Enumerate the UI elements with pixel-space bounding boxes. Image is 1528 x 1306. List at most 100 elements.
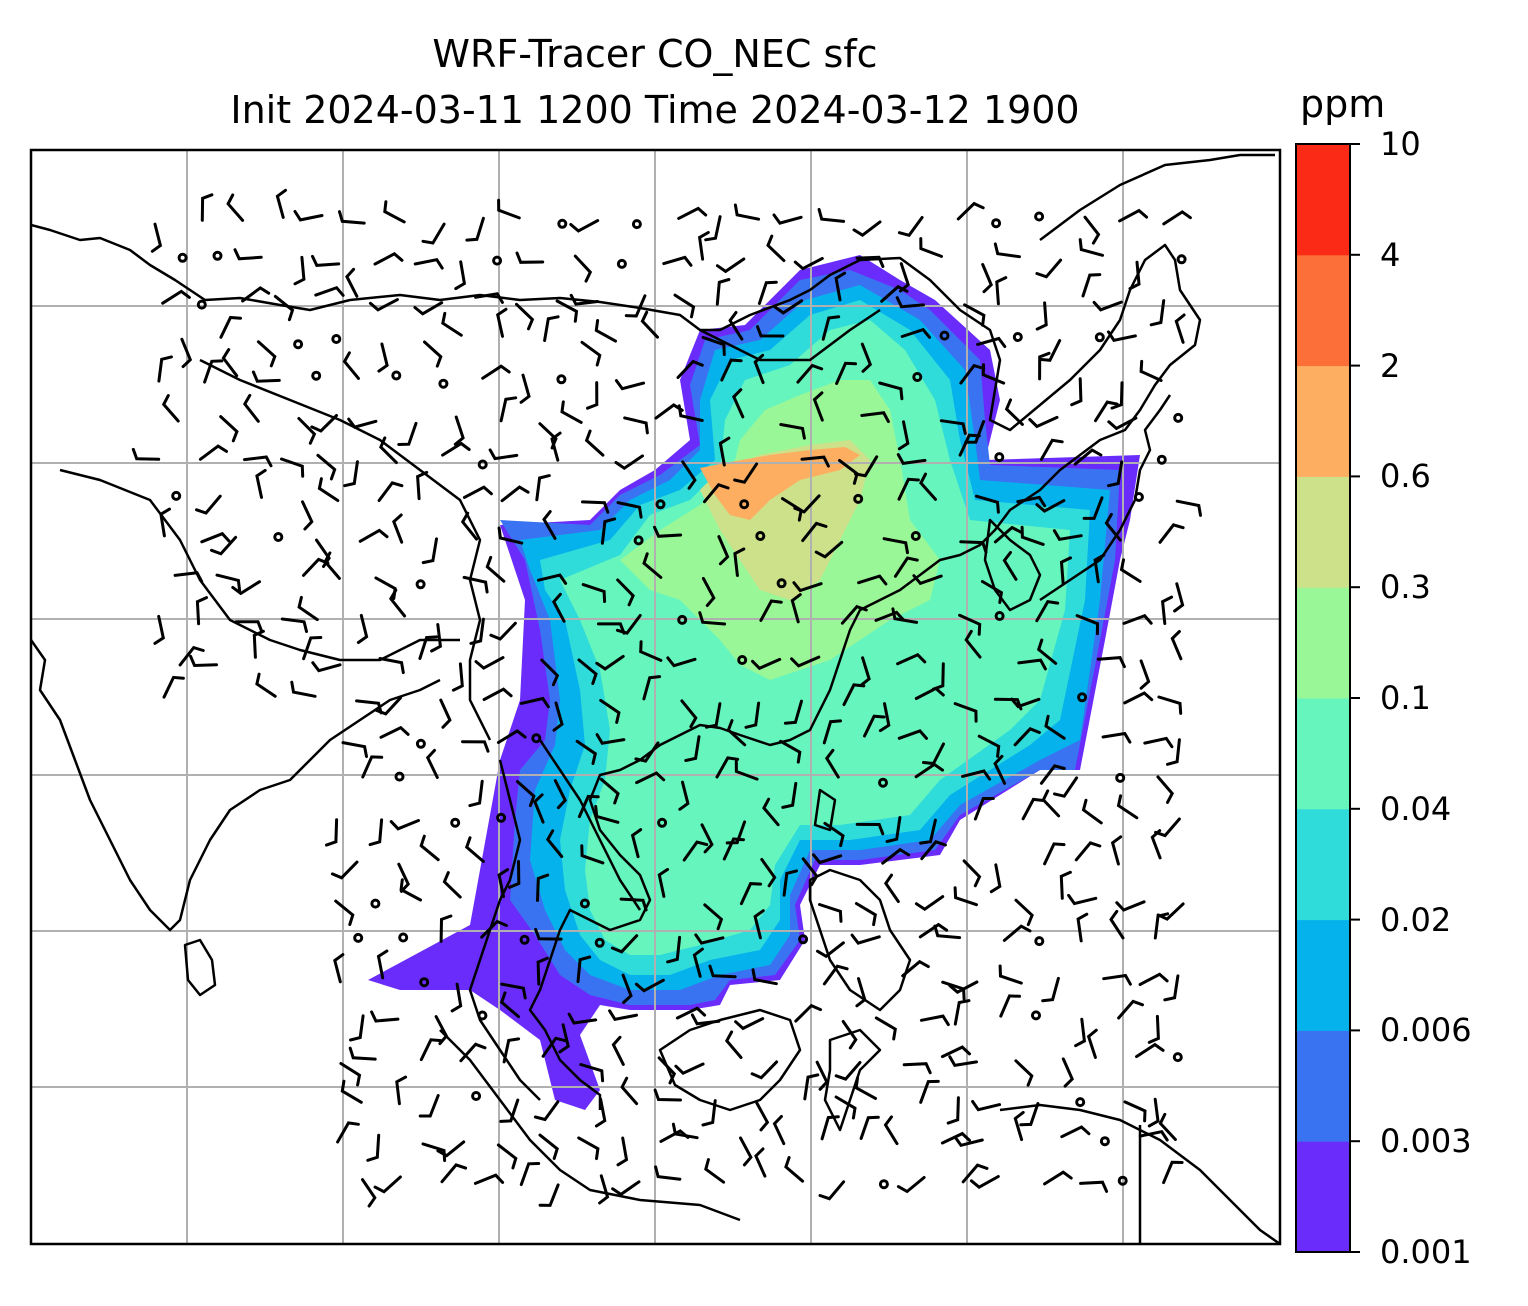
- wind-barb: [801, 521, 828, 543]
- border-interior: [538, 739, 642, 911]
- wind-barb: [338, 210, 366, 225]
- wind-barb: [379, 436, 398, 465]
- wind-barb: [515, 302, 535, 331]
- wind-barb: [974, 494, 1000, 514]
- wind-barb: [1093, 553, 1106, 584]
- calm-wind-marker: [991, 218, 1002, 229]
- wind-barb: [468, 779, 484, 808]
- wind-barb: [419, 834, 440, 862]
- wind-barb: [333, 953, 345, 984]
- wind-barb: [902, 1062, 932, 1075]
- calm-wind-marker: [616, 258, 627, 269]
- wind-barb: [901, 959, 930, 978]
- wind-barb: [754, 1147, 767, 1178]
- wind-barb: [958, 613, 982, 636]
- wind-barb: [704, 702, 722, 729]
- wind-barb: [442, 871, 462, 899]
- wind-barb: [336, 1121, 360, 1144]
- wind-barb: [368, 818, 384, 847]
- wind-barb: [1147, 1014, 1160, 1044]
- calm-wind-marker: [212, 250, 223, 261]
- calm-wind-marker: [1012, 332, 1023, 342]
- wind-barb: [690, 1013, 721, 1026]
- calm-wind-marker: [398, 932, 409, 943]
- wind-barb: [273, 294, 295, 322]
- wind-barb: [878, 702, 891, 733]
- wind-barb: [751, 968, 778, 986]
- wind-barb: [977, 734, 1001, 758]
- calm-wind-marker: [853, 493, 864, 504]
- wind-barb: [964, 629, 982, 659]
- wind-barb: [397, 421, 418, 446]
- wind-barb: [674, 1062, 705, 1075]
- wind-barb: [439, 914, 453, 943]
- wind-barb: [1053, 776, 1079, 798]
- wind-barb: [919, 1014, 950, 1027]
- wind-barb: [343, 460, 359, 488]
- wind-barb: [460, 511, 478, 541]
- calm-wind-marker: [1099, 1136, 1110, 1147]
- wind-barb: [1035, 258, 1063, 279]
- wind-barb: [893, 556, 919, 578]
- calm-wind-marker: [471, 1091, 482, 1101]
- wind-barb: [1086, 1028, 1098, 1059]
- colorbar-tick-label: 2: [1380, 346, 1401, 385]
- wind-barb: [733, 547, 746, 577]
- wind-barb: [953, 702, 978, 723]
- wind-barb: [508, 860, 521, 889]
- wind-barb: [715, 257, 746, 274]
- wind-barb: [933, 924, 962, 940]
- wind-barb: [1157, 695, 1183, 715]
- wind-barb: [497, 198, 521, 220]
- calm-wind-marker: [1031, 1010, 1041, 1021]
- wind-barb: [440, 1163, 468, 1184]
- wind-barb: [835, 361, 857, 385]
- wind-barb: [971, 1100, 1002, 1112]
- wind-barb: [392, 513, 404, 544]
- wind-barb: [370, 1010, 400, 1023]
- wind-barb: [161, 289, 191, 305]
- wind-barb: [624, 294, 647, 318]
- wind-barb: [995, 276, 1008, 306]
- wind-barb: [700, 823, 714, 854]
- wind-barb: [1038, 339, 1062, 362]
- wind-barb: [753, 909, 765, 940]
- wind-barb: [940, 1045, 971, 1059]
- wind-barb: [834, 1095, 857, 1120]
- wind-barb: [859, 656, 871, 687]
- wind-barb: [552, 701, 564, 732]
- wind-barb: [948, 1055, 978, 1068]
- wind-barb: [896, 653, 927, 666]
- wind-barb: [919, 818, 937, 845]
- wind-barb: [739, 1136, 753, 1167]
- calm-wind-marker: [450, 817, 461, 828]
- wind-barb: [162, 675, 185, 699]
- wind-barb: [673, 293, 696, 319]
- wind-barb: [724, 1030, 743, 1059]
- wind-barb: [1079, 1180, 1109, 1193]
- wind-barb: [399, 878, 422, 902]
- wind-barb: [355, 699, 383, 715]
- wind-barb: [221, 348, 239, 378]
- wind-barb: [793, 494, 821, 514]
- wind-barb: [453, 415, 465, 446]
- colorbar-segment: [1296, 1141, 1350, 1253]
- wind-barb: [519, 1162, 541, 1186]
- wind-barb: [756, 325, 785, 338]
- wind-barb: [377, 481, 404, 502]
- wind-barb: [462, 485, 493, 499]
- wind-barb: [1039, 764, 1066, 785]
- wind-barb: [671, 1122, 699, 1140]
- wind-barb: [1052, 529, 1083, 541]
- wind-barb: [1096, 656, 1126, 669]
- wind-barb: [703, 903, 724, 931]
- wind-barb: [553, 779, 568, 810]
- wind-barb: [1175, 499, 1202, 517]
- wind-barb: [516, 780, 536, 808]
- map-title-line2: Init 2024-03-11 1200 Time 2024-03-12 190…: [230, 88, 1080, 132]
- wind-barb: [634, 741, 660, 763]
- map-frame: [29, 148, 1282, 1246]
- wind-barb: [599, 777, 620, 805]
- wind-barb: [576, 955, 592, 984]
- wind-barb: [733, 462, 759, 484]
